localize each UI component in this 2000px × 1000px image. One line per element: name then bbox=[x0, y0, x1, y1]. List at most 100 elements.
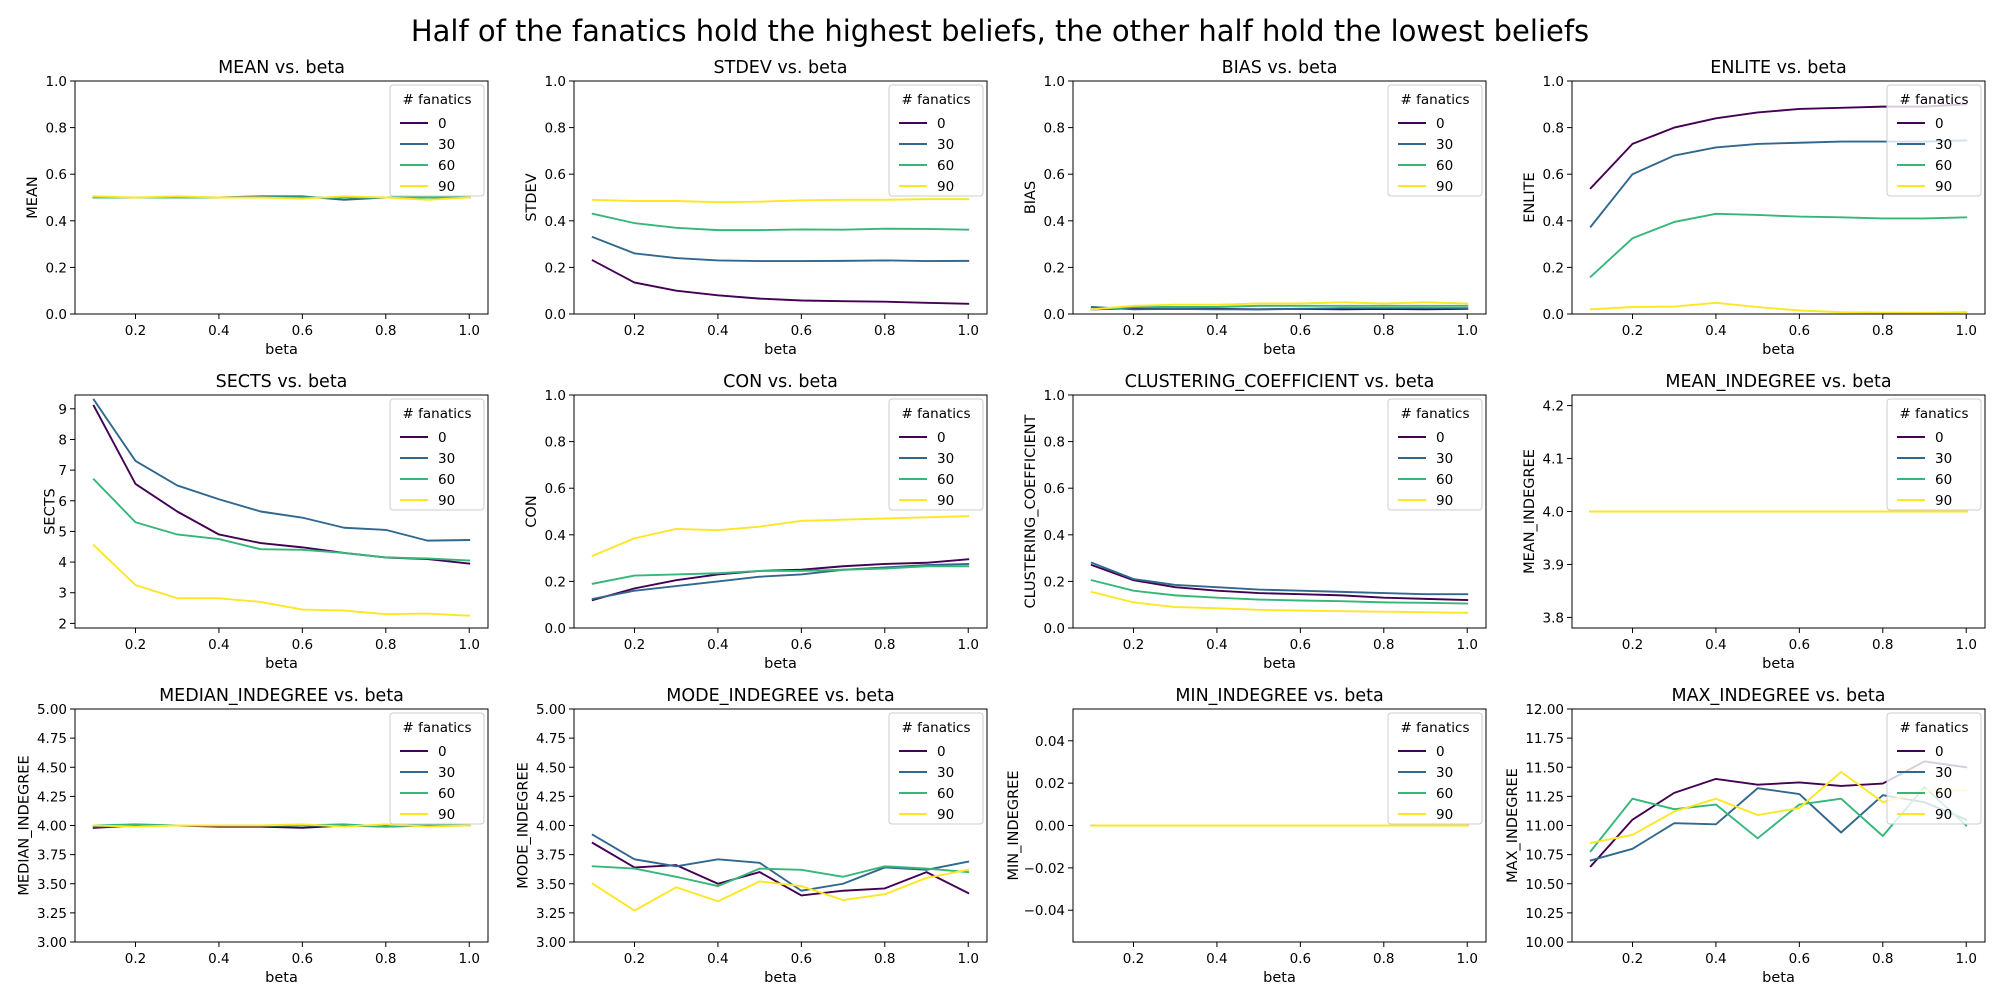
series-line-60 bbox=[1090, 579, 1469, 605]
series-line-90 bbox=[92, 543, 471, 617]
legend-label: 0 bbox=[438, 744, 447, 760]
axes-frame bbox=[1571, 80, 1986, 315]
y-tick-label: 1.0 bbox=[1543, 74, 1564, 90]
x-tick-label: 0.2 bbox=[125, 323, 146, 339]
legend-label: 90 bbox=[1436, 807, 1453, 823]
x-tick-label: 0.8 bbox=[375, 637, 396, 653]
x-tick-label: 0.2 bbox=[1123, 637, 1144, 653]
legend-title: # fanatics bbox=[902, 720, 971, 736]
x-tick-label: 1.0 bbox=[458, 951, 479, 967]
y-tick-label: 0.00 bbox=[1035, 819, 1065, 835]
series-line-60 bbox=[1090, 304, 1469, 311]
y-tick-label: 4.50 bbox=[37, 760, 67, 776]
subplot-title: CON vs. beta bbox=[723, 372, 838, 392]
y-tick-label: 3.25 bbox=[536, 906, 566, 922]
legend-title: # fanatics bbox=[902, 92, 971, 108]
legend-label: 90 bbox=[1935, 179, 1952, 195]
subplot-title: MAX_INDEGREE vs. beta bbox=[1671, 686, 1885, 706]
y-tick-label: 0.2 bbox=[545, 260, 566, 276]
x-tick-label: 1.0 bbox=[1456, 323, 1477, 339]
figure-title: Half of the fanatics hold the highest be… bbox=[411, 14, 1589, 48]
x-tick-label: 0.8 bbox=[874, 637, 895, 653]
y-axis-label: MAX_INDEGREE bbox=[1505, 768, 1521, 883]
y-tick-label: 3.8 bbox=[1543, 610, 1564, 626]
y-tick-label: 0.8 bbox=[1044, 121, 1065, 137]
legend-title: # fanatics bbox=[1900, 406, 1969, 422]
legend-label: 30 bbox=[937, 137, 954, 153]
x-tick-label: 1.0 bbox=[458, 637, 479, 653]
y-tick-label: 7 bbox=[58, 463, 67, 479]
legend: # fanatics 0 30 60 90 bbox=[1387, 84, 1483, 197]
series-line-30 bbox=[591, 235, 970, 263]
legend-box bbox=[1387, 84, 1483, 197]
legend-label: 0 bbox=[937, 744, 946, 760]
legend-label: 0 bbox=[937, 116, 946, 132]
subplot-3: BIAS vs. beta 0.2 0.4 0.6 0.8 1.0 0.0 0.2 0.4 0.6… bbox=[1023, 58, 1487, 358]
legend-label: 0 bbox=[1436, 744, 1445, 760]
axes-frame bbox=[573, 80, 988, 315]
legend-title: # fanatics bbox=[403, 720, 472, 736]
y-tick-label: 0.8 bbox=[46, 121, 67, 137]
axes-frame bbox=[74, 708, 489, 943]
y-tick-label: 0.6 bbox=[1044, 167, 1065, 183]
axes-frame bbox=[74, 80, 489, 315]
y-axis-label: MODE_INDEGREE bbox=[516, 762, 532, 889]
series-line-60 bbox=[1589, 212, 1968, 279]
subplot-8: MEAN_INDEGREE vs. beta 0.2 0.4 0.6 0.8 1.0 3.8… bbox=[1522, 372, 1986, 672]
legend: # fanatics 0 30 60 90 bbox=[888, 398, 984, 511]
legend-box bbox=[888, 398, 984, 511]
y-axis-label: MEAN bbox=[25, 176, 41, 218]
x-tick-label: 0.8 bbox=[1373, 637, 1394, 653]
y-tick-label: 0.4 bbox=[1044, 214, 1065, 230]
y-tick-label: 11.50 bbox=[1525, 760, 1564, 776]
x-tick-label: 1.0 bbox=[1456, 637, 1477, 653]
legend-label: 0 bbox=[1935, 116, 1944, 132]
y-axis-label: STDEV bbox=[524, 173, 540, 221]
legend-label: 30 bbox=[438, 765, 455, 781]
x-axis-label: beta bbox=[1263, 656, 1296, 672]
y-tick-label: 0.2 bbox=[1044, 574, 1065, 590]
legend-label: 60 bbox=[1935, 472, 1952, 488]
x-tick-label: 0.2 bbox=[125, 951, 146, 967]
legend-label: 60 bbox=[438, 786, 455, 802]
subplot-2: STDEV vs. beta 0.2 0.4 0.6 0.8 1.0 0.0 0.2 0.4 0.… bbox=[524, 58, 988, 358]
x-tick-label: 1.0 bbox=[1955, 637, 1976, 653]
subplot-12: MAX_INDEGREE vs. beta 0.2 0.4 0.6 0.8 1.0 10.0… bbox=[1505, 686, 1986, 986]
legend-label: 30 bbox=[1436, 451, 1453, 467]
legend-label: 0 bbox=[438, 116, 447, 132]
subplot-title: MODE_INDEGREE vs. beta bbox=[666, 686, 894, 706]
x-axis-label: beta bbox=[1263, 342, 1296, 358]
y-tick-label: 6 bbox=[58, 494, 67, 510]
legend: # fanatics 0 30 60 90 bbox=[888, 84, 984, 197]
x-tick-label: 0.2 bbox=[1123, 951, 1144, 967]
x-tick-label: 0.4 bbox=[707, 323, 728, 339]
x-tick-label: 0.2 bbox=[624, 637, 645, 653]
legend-label: 90 bbox=[1436, 179, 1453, 195]
legend-label: 90 bbox=[438, 179, 455, 195]
axes-frame bbox=[1072, 708, 1487, 943]
legend-label: 60 bbox=[1436, 786, 1453, 802]
series-line-30 bbox=[591, 562, 970, 600]
y-tick-label: 5.00 bbox=[536, 702, 566, 718]
legend-title: # fanatics bbox=[403, 406, 472, 422]
y-tick-label: 10.50 bbox=[1525, 877, 1564, 893]
x-tick-label: 0.6 bbox=[1290, 951, 1311, 967]
x-tick-label: 0.8 bbox=[874, 323, 895, 339]
x-axis-label: beta bbox=[265, 970, 298, 986]
y-tick-label: 0.6 bbox=[545, 167, 566, 183]
x-tick-label: 0.6 bbox=[791, 323, 812, 339]
x-tick-label: 0.6 bbox=[791, 951, 812, 967]
legend-label: 60 bbox=[1436, 158, 1453, 174]
legend-label: 0 bbox=[1935, 430, 1944, 446]
legend: # fanatics 0 30 60 90 bbox=[1886, 84, 1982, 197]
legend-label: 30 bbox=[438, 451, 455, 467]
y-tick-label: 0.6 bbox=[545, 481, 566, 497]
x-tick-label: 0.4 bbox=[707, 951, 728, 967]
y-tick-label: 11.75 bbox=[1525, 731, 1564, 747]
y-tick-label: 9 bbox=[58, 402, 67, 418]
y-tick-label: 3.50 bbox=[536, 877, 566, 893]
y-tick-label: 4 bbox=[58, 555, 67, 571]
y-tick-label: 0.0 bbox=[1044, 307, 1065, 323]
legend-box bbox=[1886, 398, 1982, 511]
y-tick-label: 0.6 bbox=[46, 167, 67, 183]
